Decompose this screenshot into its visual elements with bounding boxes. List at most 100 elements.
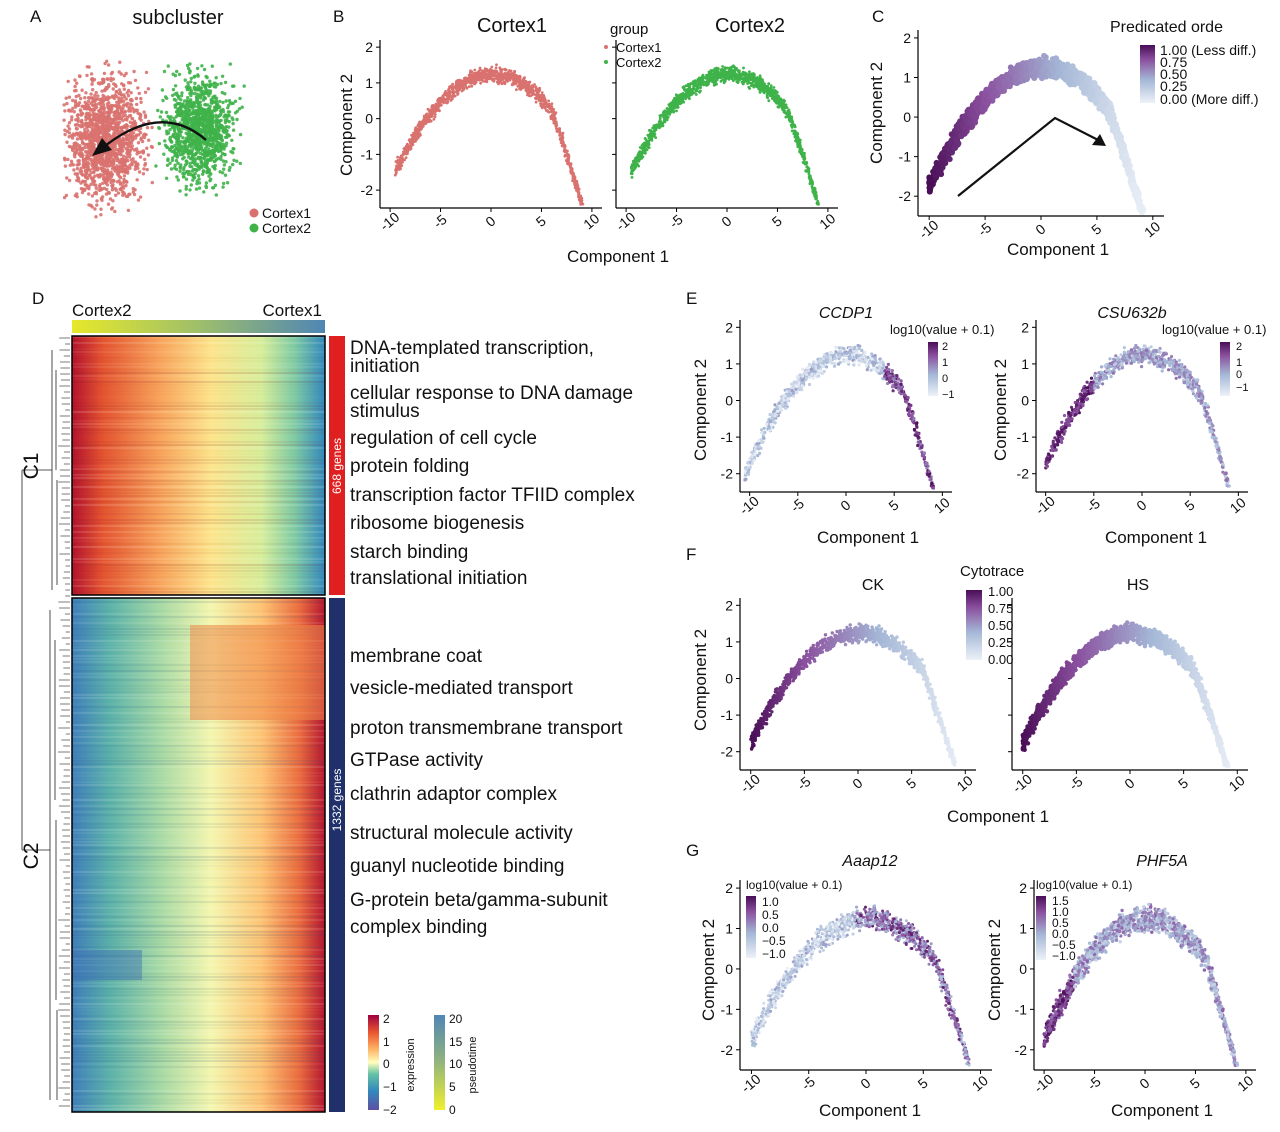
b1-plot-point [406, 152, 409, 156]
umap-point [135, 152, 139, 156]
umap-point [174, 98, 178, 103]
umap-point [205, 143, 210, 147]
umap-point [90, 103, 95, 108]
b2-plot-point [663, 120, 666, 123]
umap-point [120, 157, 125, 161]
umap-point [212, 95, 216, 99]
b2-plot-point [806, 166, 810, 170]
umap-point [215, 82, 220, 87]
umap-point [202, 67, 207, 72]
umap-point [169, 140, 174, 144]
umap-point [212, 166, 217, 170]
umap-point [143, 162, 148, 166]
b1-plot-point [444, 90, 447, 93]
umap-point [106, 128, 110, 133]
b1-plot-point [534, 100, 538, 104]
umap-point [225, 181, 230, 185]
umap-point [104, 156, 109, 161]
b1-plot-point [562, 145, 566, 149]
b1-plot-xtick-label: 0 [482, 212, 498, 229]
umap-point [131, 187, 135, 191]
umap-point [112, 125, 116, 129]
b1-plot-point [395, 166, 398, 170]
umap-point [87, 203, 91, 207]
umap-point [111, 160, 115, 164]
umap-point [139, 150, 144, 154]
umap-point [143, 157, 147, 162]
umap-point [66, 79, 70, 84]
umap-point [126, 142, 131, 146]
panel-b-legend-cortex1-dot [604, 45, 608, 49]
umap-point [228, 62, 232, 66]
b1-plot-point [535, 88, 539, 91]
umap-point [122, 192, 127, 196]
b2-plot-point [772, 94, 775, 98]
umap-point [205, 75, 209, 80]
b1-plot-point [473, 79, 476, 82]
umap-point [186, 110, 190, 115]
umap-point [79, 187, 84, 191]
umap-point [106, 118, 110, 122]
umap-point [189, 99, 193, 104]
b2-plot-point [696, 79, 699, 83]
umap-point [185, 169, 190, 174]
panel-b-facet-title-cortex1: Cortex1 [477, 15, 547, 37]
umap-point [210, 150, 214, 155]
panel-a-legend-cortex1-dot [249, 208, 259, 218]
umap-point [75, 178, 79, 183]
umap-point [88, 113, 92, 118]
umap-point [84, 157, 88, 162]
umap-point [87, 157, 91, 161]
umap-point [91, 88, 95, 92]
umap-point [84, 91, 88, 95]
umap-point [121, 169, 125, 174]
umap-point [116, 170, 121, 174]
umap-point [200, 92, 205, 96]
umap-point [102, 71, 107, 76]
umap-point [218, 170, 222, 174]
b1-plot-point [487, 75, 490, 79]
umap-point [165, 163, 170, 167]
umap-point [208, 84, 212, 88]
umap-point [106, 77, 110, 82]
umap-point [223, 118, 228, 122]
umap-point [195, 66, 200, 71]
b1-plot-point [503, 82, 507, 85]
umap-point [78, 74, 82, 79]
b1-plot-point [497, 76, 500, 80]
umap-point [103, 88, 107, 93]
umap-point [204, 149, 208, 153]
umap-point [227, 168, 231, 172]
umap-point [227, 110, 232, 114]
umap-point [98, 131, 103, 135]
b1-plot-point [539, 94, 543, 97]
umap-point [115, 121, 120, 125]
umap-point [223, 80, 228, 85]
umap-point [185, 161, 189, 166]
umap-point [139, 100, 143, 105]
umap-point [136, 141, 141, 145]
umap-point [178, 141, 182, 146]
umap-point [67, 135, 71, 139]
b2-plot-point [778, 103, 782, 107]
umap-point [78, 108, 83, 112]
b1-plot-ytick-label: -2 [361, 182, 374, 198]
umap-point [168, 128, 172, 132]
umap-point [71, 163, 76, 167]
umap-point [74, 94, 79, 99]
umap-point [97, 109, 102, 113]
b1-plot-point [537, 96, 540, 99]
b2-plot-point [812, 190, 816, 194]
umap-point [138, 115, 143, 119]
b1-plot-point [576, 190, 580, 193]
umap-point [110, 153, 114, 157]
b1-plot-point [549, 115, 553, 118]
b1-plot-point [456, 92, 460, 95]
umap-point [170, 93, 175, 98]
umap-point [124, 170, 128, 174]
umap-point [165, 145, 169, 149]
umap-point [122, 154, 126, 158]
b1-plot-point [565, 158, 569, 162]
umap-point [132, 148, 137, 152]
umap-point [75, 148, 79, 152]
